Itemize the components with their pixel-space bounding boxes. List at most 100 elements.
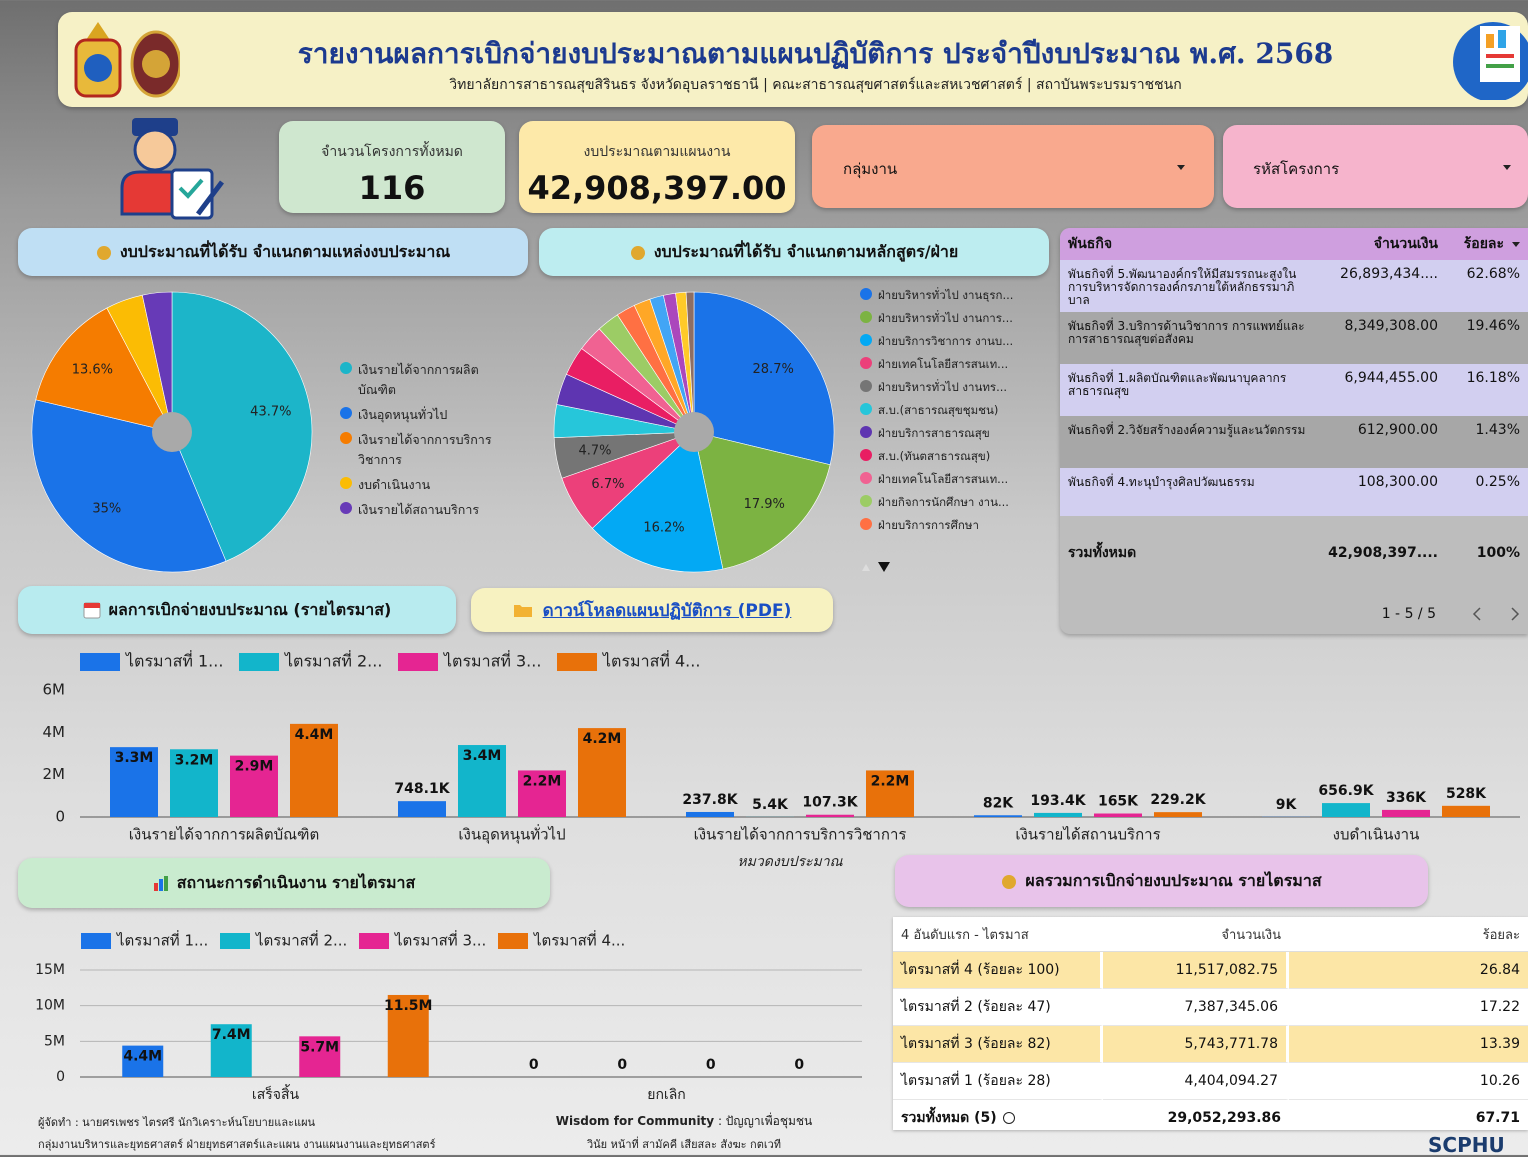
y-tick-label: 2M: [43, 765, 66, 783]
data-label: 0: [617, 1057, 627, 1073]
dropdown-arrow: [1502, 163, 1512, 171]
download-link[interactable]: ดาวน์โหลดแผนปฏิบัติการ (PDF): [543, 597, 792, 624]
legend-label: ไตรมาสที่ 1...: [116, 930, 208, 950]
legend-swatch: [860, 426, 872, 438]
legend-swatch: [860, 288, 872, 300]
filter-label: กลุ่มงาน: [843, 157, 897, 181]
kpi-card: จำนวนโครงการทั้งหมด 116: [279, 121, 505, 213]
legend-item: ฝ่ายเทคโนโลยีสารสนเท...: [860, 470, 1045, 489]
data-label: 748.1K: [394, 781, 450, 797]
data-label: 336K: [1386, 790, 1427, 806]
legend-swatch: [239, 653, 279, 671]
filter-dropdown[interactable]: กลุ่มงาน: [812, 125, 1214, 208]
x-tick-label: เงินรายได้จากการผลิตบัณฑิต: [129, 826, 319, 844]
motto-en: Wisdom for Community: [556, 1114, 714, 1128]
page-range: 1 - 5 / 5: [1382, 606, 1436, 622]
table-cell: พันธกิจที่ 4.ทะนุบำรุงศิลปวัฒนธรรม: [1060, 468, 1318, 516]
legend-label: ไตรมาสที่ 2...: [255, 930, 347, 950]
section-title: งบประมาณที่ได้รับ จำแนกตามหลักสูตร/ฝ่าย: [539, 228, 1049, 276]
header-cell: ร้อยละ: [1446, 228, 1528, 260]
legend-label: ไตรมาสที่ 3...: [394, 930, 486, 950]
legend-swatch: [860, 403, 872, 415]
legend-swatch: [340, 477, 352, 489]
x-tick-label: ยกเลิก: [647, 1087, 686, 1103]
chart-title: งบประมาณที่ได้รับ จำแนกตามหลักสูตร/ฝ่าย: [654, 240, 959, 265]
y-tick-label: 0: [56, 1069, 65, 1085]
page-prev[interactable]: [1472, 607, 1482, 621]
table-cell: ไตรมาสที่ 2 (ร้อยละ 47): [893, 989, 1103, 1026]
download-button[interactable]: ดาวน์โหลดแผนปฏิบัติการ (PDF): [471, 588, 833, 632]
bar: [806, 815, 854, 817]
page-title: รายงานผลการเบิกจ่ายงบประมาณตามแผนปฏิบัติ…: [58, 32, 1528, 76]
data-label: 107.3K: [802, 795, 858, 811]
legend-item: เงินรายได้สถานบริการ: [340, 500, 500, 520]
chart-icon: [153, 875, 169, 891]
legend-swatch: [340, 502, 352, 514]
page-subtitle: วิทยาลัยการสาธารณสุขสิรินธร จังหวัดอุบลร…: [58, 74, 1528, 96]
filter-label: รหัสโครงการ: [1253, 157, 1339, 181]
header-cell: 4 อันดับแรก - ไตรมาส: [893, 917, 1103, 952]
table-cell: 26.84: [1289, 952, 1528, 989]
pie-chart: 28.7%17.9%16.2%6.7%4.7%ฝ่ายบริหารทั่วไป …: [535, 280, 1055, 580]
legend-label: ฝ่ายบริการสาธารณสุข: [878, 424, 990, 443]
x-tick-label: เงินอุดหนุนทั่วไป: [458, 824, 565, 845]
legend-swatch: [81, 933, 111, 949]
data-label: 4.4M: [295, 727, 334, 743]
legend-item: ส.บ.(ทันตสาธารณสุข): [860, 447, 1045, 466]
legend-label: ส.บ.(ทันตสาธารณสุข): [878, 447, 990, 466]
kpi-value: 116: [279, 169, 505, 207]
table-cell: พันธกิจที่ 1.ผลิตบัณฑิตและพัฒนาบุคลากรสา…: [1060, 364, 1318, 416]
table-cell: ไตรมาสที่ 1 (ร้อยละ 28): [893, 1063, 1103, 1100]
pie-hole: [674, 412, 714, 452]
bar: [974, 815, 1022, 817]
slice-label: 17.9%: [744, 497, 785, 512]
data-label: 3.2M: [175, 752, 214, 768]
legend-item: ฝ่ายเทคโนโลยีสารสนเท...: [860, 355, 1045, 374]
legend-page-up[interactable]: [862, 564, 870, 571]
x-tick-label: งบดำเนินงาน: [1333, 826, 1420, 844]
legend-label: ฝ่ายเทคโนโลยีสารสนเท...: [878, 355, 1008, 374]
legend-label: ฝ่ายเทคโนโลยีสารสนเท...: [878, 470, 1008, 489]
x-axis-title: หมวดงบประมาณ: [737, 854, 843, 870]
filter-dropdown[interactable]: รหัสโครงการ: [1223, 125, 1528, 208]
legend-item: ฝ่ายบริหารทั่วไป งานทร...: [860, 378, 1045, 397]
legend-item: เงินรายได้จากการบริการวิชาการ: [340, 430, 500, 470]
bar: [1442, 806, 1490, 817]
table-cell: 11,517,082.75: [1103, 952, 1289, 989]
x-tick-label: เงินรายได้สถานบริการ: [1015, 826, 1160, 844]
table-cell: 10.26: [1289, 1063, 1528, 1100]
legend-swatch: [220, 933, 250, 949]
y-tick-label: 15M: [35, 962, 65, 978]
kpi-label: จำนวนโครงการทั้งหมด: [279, 141, 505, 163]
slice-label: 43.7%: [250, 405, 291, 420]
legend-swatch: [498, 933, 528, 949]
legend-label: ไตรมาสที่ 4...: [601, 650, 700, 671]
bar: [686, 812, 734, 817]
y-tick-label: 6M: [43, 681, 66, 699]
bar: [1094, 814, 1142, 817]
total-cell: รวมทั้งหมด: [1060, 516, 1318, 568]
bar: [1382, 810, 1430, 817]
bar: [1034, 813, 1082, 817]
page-next[interactable]: [1510, 607, 1520, 621]
legend-swatch: [340, 362, 352, 374]
footer-department: กลุ่มงานบริหารและยุทธศาสตร์ ฝ่ายยุทธศาสต…: [38, 1135, 435, 1153]
legend-swatch: [860, 449, 872, 461]
header-cell: จำนวนเงิน: [1103, 917, 1289, 952]
table-cell: 0.25%: [1446, 468, 1528, 516]
table-grid: 4 อันดับแรก - ไตรมาสจำนวนเงินร้อยละไตรมา…: [893, 917, 1528, 1136]
legend-label: งบดำเนินงาน: [358, 475, 430, 495]
dashboard: รายงานผลการเบิกจ่ายงบประมาณตามแผนปฏิบัติ…: [0, 0, 1528, 1155]
total-cell: 67.71: [1289, 1100, 1528, 1136]
legend-label: ฝ่ายบริหารทั่วไป งานทร...: [878, 378, 1007, 397]
data-label: 4.2M: [583, 731, 622, 747]
y-tick-label: 10M: [35, 998, 65, 1014]
slice-label: 16.2%: [643, 521, 684, 536]
legend-item: ฝ่ายบริการวิชาการ งานบ...: [860, 332, 1045, 351]
table-cell: 17.22: [1289, 989, 1528, 1026]
legend-page-down[interactable]: [878, 562, 890, 572]
y-tick-label: 0: [55, 808, 65, 826]
data-label: 2.2M: [523, 773, 562, 789]
